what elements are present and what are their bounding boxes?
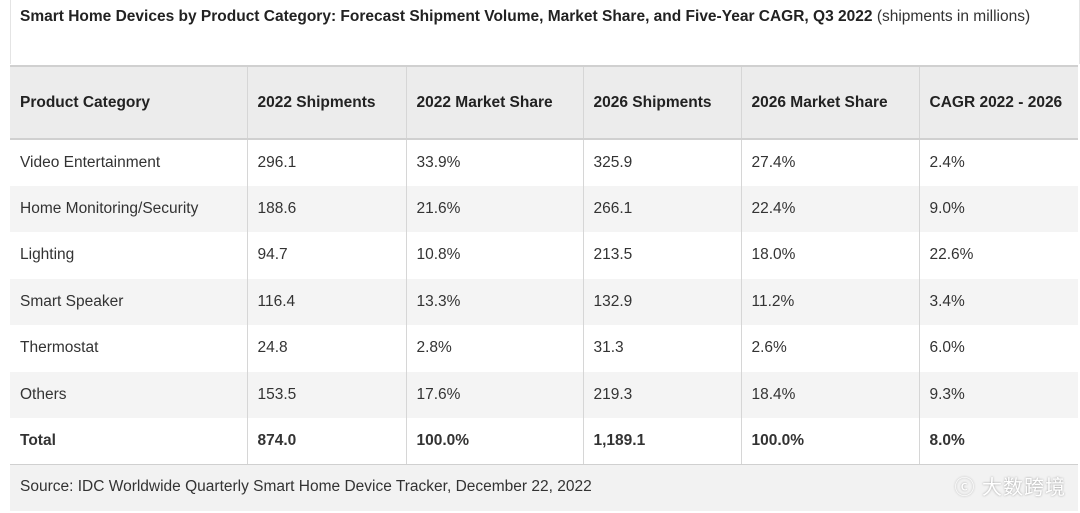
header-cell: CAGR 2022 - 2026 — [918, 66, 1078, 139]
table-cell: 266.1 — [582, 185, 741, 232]
table-cell: 874.0 — [246, 418, 406, 465]
header-cell: 2026 Shipments — [582, 66, 741, 139]
table-row: Thermostat 24.8 2.8% 31.3 2.6% 6.0% — [10, 325, 1078, 372]
table-cell: Home Monitoring/Security — [20, 199, 199, 217]
table-cell: 9.0% — [918, 185, 1078, 232]
table-cell: 24.8 — [246, 325, 406, 372]
table-title: Smart Home Devices by Product Category: … — [20, 3, 1070, 30]
table-cell: 18.4% — [740, 371, 919, 418]
table-cell: 2.8% — [405, 325, 583, 372]
table-cell: 2.4% — [918, 139, 1078, 186]
table-cell: Smart Speaker — [20, 292, 124, 310]
header-cell: 2026 Market Share — [740, 66, 919, 139]
table-cell: 17.6% — [405, 371, 583, 418]
data-table: Product Category 2022 Shipments 2022 Mar… — [10, 65, 1078, 466]
table-cell: 219.3 — [582, 371, 741, 418]
table-cell: 213.5 — [582, 232, 741, 279]
table-cell: Thermostat — [20, 339, 99, 357]
table-row: Lighting 94.7 10.8% 213.5 18.0% 22.6% — [10, 232, 1078, 279]
table-cell: Others — [20, 385, 67, 403]
header-cell: Product Category — [20, 94, 151, 111]
table-cell: Total — [20, 431, 56, 449]
header-cell: 2022 Market Share — [405, 66, 583, 139]
table-cell: 100.0% — [405, 418, 583, 465]
table-row: Smart Speaker 116.4 13.3% 132.9 11.2% 3.4% — [10, 278, 1078, 325]
table-cell: 325.9 — [582, 139, 741, 186]
title-subtitle: (shipments in millions) — [876, 8, 1031, 25]
title-main: Smart Home Devices by Product Category: … — [20, 8, 873, 25]
table-cell: 31.3 — [582, 325, 741, 372]
table-cell: 9.3% — [918, 371, 1078, 418]
table-cell: 21.6% — [405, 185, 583, 232]
source-text: Source: IDC Worldwide Quarterly Smart Ho… — [20, 478, 592, 495]
total-row: Total 874.0 100.0% 1,189.1 100.0% 8.0% — [10, 418, 1078, 465]
table-cell: 153.5 — [246, 371, 406, 418]
table-cell: 296.1 — [246, 139, 406, 186]
table-cell: 94.7 — [246, 232, 406, 279]
table-cell: 3.4% — [918, 278, 1078, 325]
table-cell: 11.2% — [740, 278, 919, 325]
table-cell: 100.0% — [740, 418, 919, 465]
table-cell: 2.6% — [740, 325, 919, 372]
table-row: Video Entertainment 296.1 33.9% 325.9 27.4% 2… — [10, 139, 1078, 186]
table-cell: Video Entertainment — [20, 153, 161, 171]
table-cell: 6.0% — [918, 325, 1078, 372]
header-row: Product Category 2022 Shipments 2022 Mar… — [10, 66, 1078, 139]
table-cell: 132.9 — [582, 278, 741, 325]
table-row: Home Monitoring/Security 188.6 21.6% 266.1 2… — [10, 185, 1078, 232]
watermark-text: 大数跨境 — [982, 477, 1066, 499]
table-cell: 33.9% — [405, 139, 583, 186]
table-cell: 22.6% — [918, 232, 1078, 279]
source-note: Source: IDC Worldwide Quarterly Smart Ho… — [10, 465, 1078, 511]
table-cell: 10.8% — [405, 232, 583, 279]
table-cell: 8.0% — [918, 418, 1078, 465]
table-cell: 27.4% — [740, 139, 919, 186]
header-cell: 2022 Shipments — [246, 66, 406, 139]
table-cell: 22.4% — [740, 185, 919, 232]
table-cell: 13.3% — [405, 278, 583, 325]
table-cell: 1,189.1 — [582, 418, 741, 465]
watermark-logo: ⓒ 大数跨境 — [954, 477, 1066, 499]
table-cell: 116.4 — [246, 278, 406, 325]
table-cell: Lighting — [20, 246, 75, 264]
table-cell: 18.0% — [740, 232, 919, 279]
table-cell: 188.6 — [246, 185, 406, 232]
table-row: Others 153.5 17.6% 219.3 18.4% 9.3% — [10, 371, 1078, 418]
